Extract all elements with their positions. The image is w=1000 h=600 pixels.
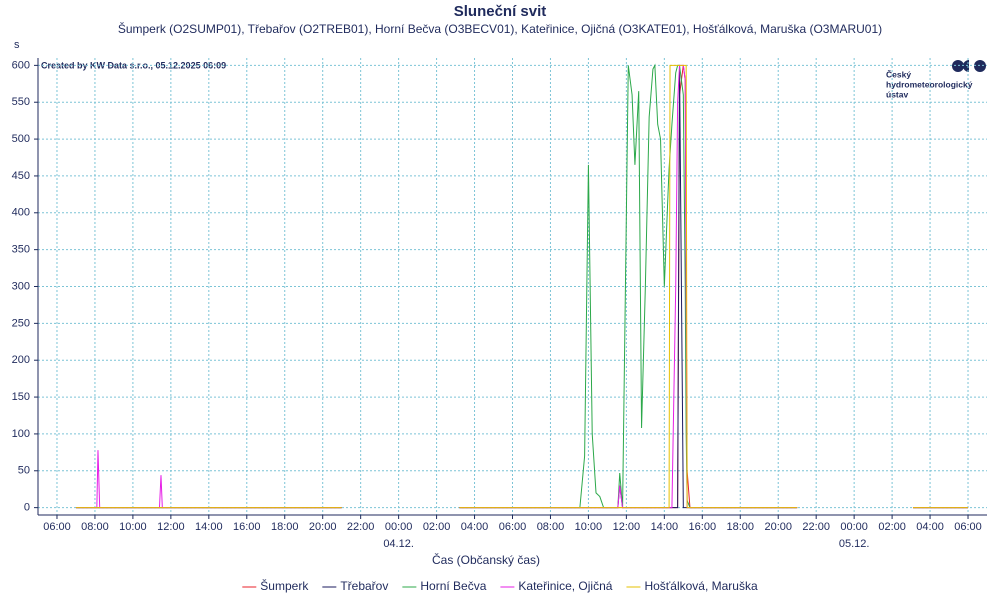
logo-dot — [974, 60, 986, 72]
legend-label: Horní Bečva — [420, 579, 486, 593]
x-tick-label: 22:00 — [802, 521, 830, 533]
x-tick-label: 20:00 — [309, 521, 337, 533]
y-tick-label: 150 — [12, 391, 30, 403]
legend: Šumperk Třebařov Horní Bečva Kateřinice, Oj… — [242, 578, 758, 593]
x-tick-label: 16:00 — [233, 521, 261, 533]
logo-dot — [952, 60, 964, 72]
series-line — [75, 64, 969, 509]
x-tick-label: 04:00 — [461, 521, 489, 533]
x-tick-label: 16:00 — [689, 521, 717, 533]
y-tick-label: 200 — [12, 354, 30, 366]
x-tick-label: 20:00 — [764, 521, 792, 533]
x-tick-label: 22:00 — [347, 521, 375, 533]
x-tick-label: 06:00 — [499, 521, 527, 533]
x-tick-label: 18:00 — [271, 521, 299, 533]
legend-label: Šumperk — [260, 578, 309, 593]
x-tick-label: 10:00 — [119, 521, 147, 533]
y-tick-label: 450 — [12, 170, 30, 182]
legend-item: Hošťálková, Maruška — [626, 579, 758, 593]
legend-item: Šumperk — [242, 578, 309, 593]
x-tick-label: 12:00 — [157, 521, 185, 533]
legend-item: Horní Bečva — [402, 579, 487, 593]
y-tick-label: 400 — [12, 207, 30, 219]
logo-text: ústav — [886, 89, 908, 99]
x-date-label: 04.12. — [383, 538, 414, 550]
x-tick-label: 12:00 — [613, 521, 641, 533]
x-date-label: 05.12. — [839, 538, 870, 550]
y-tick-label: 100 — [12, 428, 30, 440]
logo-half — [963, 60, 969, 72]
logo: Český hydrometeorologický ústav — [886, 60, 986, 99]
x-tick-label: 04:00 — [916, 521, 944, 533]
x-tick-label: 02:00 — [878, 521, 906, 533]
x-tick-label: 06:00 — [43, 521, 71, 533]
y-tick-label: 500 — [12, 133, 30, 145]
legend-label: Třebařov — [340, 579, 388, 593]
y-tick-label: 300 — [12, 280, 30, 292]
x-tick-label: 00:00 — [385, 521, 413, 533]
x-tick-label: 14:00 — [651, 521, 679, 533]
legend-item: Kateřinice, Ojičná — [500, 579, 613, 593]
chart-title: Sluneční svit — [454, 3, 547, 20]
x-tick-label: 00:00 — [840, 521, 868, 533]
y-axis-unit: s — [14, 39, 20, 51]
chart-subtitle: Šumperk (O2SUMP01), Třebařov (O2TREB01),… — [118, 21, 882, 36]
x-axis-label: Čas (Občanský čas) — [432, 552, 540, 567]
x-tick-label: 08:00 — [81, 521, 109, 533]
y-tick-label: 250 — [12, 317, 30, 329]
x-tick-label: 08:00 — [537, 521, 565, 533]
credit-note: Created by KW Data s.r.o., 05.12.2025 06… — [41, 60, 226, 70]
x-tick-label: 18:00 — [726, 521, 754, 533]
legend-label: Hošťálková, Maruška — [644, 579, 758, 593]
y-tick-label: 50 — [18, 465, 30, 477]
y-tick-label: 550 — [12, 96, 30, 108]
y-tick-label: 600 — [12, 59, 30, 71]
legend-item: Třebařov — [322, 579, 388, 593]
logo-text: hydrometeorologický — [886, 79, 973, 89]
y-tick-label: 350 — [12, 244, 30, 256]
x-tick-label: 02:00 — [423, 521, 451, 533]
x-tick-label: 06:00 — [954, 521, 982, 533]
logo-text: Český — [886, 68, 911, 79]
y-tick-label: 0 — [24, 502, 30, 514]
x-tick-label: 14:00 — [195, 521, 223, 533]
x-tick-label: 10:00 — [575, 521, 603, 533]
legend-label: Kateřinice, Ojičná — [518, 579, 612, 593]
